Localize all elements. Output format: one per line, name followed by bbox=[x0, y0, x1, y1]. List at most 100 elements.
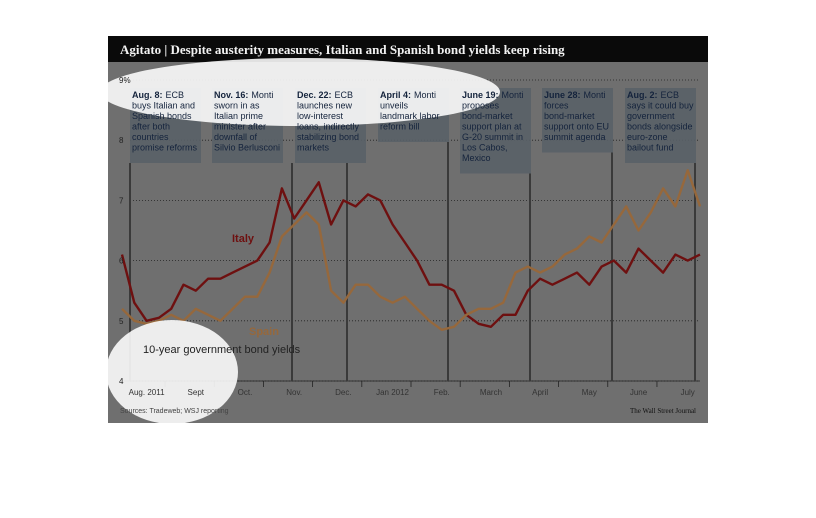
annotation-text: markets bbox=[297, 143, 330, 153]
annotation-line: loans, indirectly bbox=[297, 122, 360, 132]
annotation-text: minister after bbox=[214, 122, 266, 132]
annotation-line: low-interest bbox=[297, 111, 344, 121]
annotation-line: unveils bbox=[380, 101, 409, 111]
annotation-line: Mexico bbox=[462, 153, 491, 163]
annotation-line: G-20 summit in bbox=[462, 132, 523, 142]
x-tick-label: Aug. 2011 bbox=[129, 388, 165, 397]
annotation-text: downfall of bbox=[214, 132, 258, 142]
annotation-text: landmark labor bbox=[380, 111, 440, 121]
annotation-text: June 19: Monti bbox=[462, 90, 524, 100]
chart-title: Agitato | Despite austerity measures, It… bbox=[120, 42, 565, 57]
white-overlay bbox=[100, 58, 500, 126]
annotation-line: ECB bbox=[166, 90, 185, 100]
annotation-line: after both bbox=[132, 122, 170, 132]
annotation-line: Spanish bonds bbox=[132, 111, 192, 121]
title-bar bbox=[108, 36, 708, 62]
annotation-line: bond-market bbox=[544, 111, 595, 121]
annotation-line: bailout fund bbox=[627, 143, 674, 153]
annotation-text: says it could buy bbox=[627, 101, 694, 111]
annotation-line: Monti bbox=[251, 90, 273, 100]
annotation-text: after both bbox=[132, 122, 170, 132]
y-tick-label: 6 bbox=[119, 257, 124, 266]
annotation-line: stabilizing bond bbox=[297, 132, 359, 142]
x-tick-label: Nov. bbox=[286, 388, 302, 397]
annotation-text: June 28: Monti bbox=[544, 90, 606, 100]
annotation-text: Los Cabos, bbox=[462, 143, 508, 153]
annotation-text: support plan at bbox=[462, 122, 522, 132]
annotation-line: Monti bbox=[502, 90, 524, 100]
annotation-line: says it could buy bbox=[627, 101, 694, 111]
source: Sources: Tradeweb; WSJ reporting bbox=[120, 408, 229, 415]
x-tick-label: March bbox=[480, 388, 502, 397]
y-axis-label: 10-year government bond yields bbox=[143, 344, 301, 356]
series-label: Spain bbox=[249, 326, 279, 338]
annotation-text: proposes bbox=[462, 101, 500, 111]
annotation-date: Nov. 16: bbox=[214, 90, 248, 100]
annotation-box bbox=[542, 88, 613, 153]
annotation-line: sworn in as bbox=[214, 101, 260, 111]
annotation-line: support plan at bbox=[462, 122, 522, 132]
annotation-text: euro-zone bbox=[627, 132, 668, 142]
annotation-text: April 4: Monti bbox=[380, 90, 436, 100]
annotation-text: summit agenda bbox=[544, 132, 606, 142]
annotation-text: bonds alongside bbox=[627, 122, 693, 132]
y-tick-label: 9% bbox=[119, 76, 131, 85]
y-tick-label: 8 bbox=[119, 136, 124, 145]
annotation-box bbox=[625, 88, 696, 163]
credit: The Wall Street Journal bbox=[630, 407, 696, 415]
x-tick-label: Oct. bbox=[238, 388, 253, 397]
annotation-line: euro-zone bbox=[627, 132, 668, 142]
annotation-line: support onto EU bbox=[544, 122, 609, 132]
annotation-text: G-20 summit in bbox=[462, 132, 523, 142]
annotation-text: Spanish bonds bbox=[132, 111, 192, 121]
y-tick-label: 5 bbox=[119, 317, 124, 326]
annotation-text: countries bbox=[132, 132, 169, 142]
annotation-text: launches new bbox=[297, 101, 353, 111]
annotation-text: Nov. 16: Monti bbox=[214, 90, 273, 100]
x-tick-label: Sept bbox=[188, 388, 205, 397]
annotation-text: government bbox=[627, 111, 675, 121]
x-tick-label: April bbox=[532, 388, 548, 397]
annotation-text: Mexico bbox=[462, 153, 491, 163]
annotation-line: ECB bbox=[335, 90, 354, 100]
annotation-text: Silvio Berlusconi bbox=[214, 143, 280, 153]
x-tick-label: Jan 2012 bbox=[376, 388, 409, 397]
annotation-line: minister after bbox=[214, 122, 266, 132]
annotation-date: June 28: bbox=[544, 90, 581, 100]
annotation-line: downfall of bbox=[214, 132, 258, 142]
annotation-text: Aug. 8: ECB bbox=[132, 90, 184, 100]
series-line bbox=[120, 181, 701, 328]
annotation-line: promise reforms bbox=[132, 143, 198, 153]
annotation-date: Dec. 22: bbox=[297, 90, 332, 100]
annotation-line: markets bbox=[297, 143, 330, 153]
y-tick-label: 7 bbox=[119, 196, 124, 205]
annotation-text: stabilizing bond bbox=[297, 132, 359, 142]
annotation-line: bond-market bbox=[462, 111, 513, 121]
annotation-text: bailout fund bbox=[627, 143, 674, 153]
annotation-line: bonds alongside bbox=[627, 122, 693, 132]
x-tick-label: May bbox=[582, 388, 597, 397]
annotation-text: sworn in as bbox=[214, 101, 260, 111]
annotation-text: Dec. 22: ECB bbox=[297, 90, 353, 100]
annotation-text: forces bbox=[544, 101, 569, 111]
annotation-text: low-interest bbox=[297, 111, 344, 121]
annotation-text: Italian prime bbox=[214, 111, 263, 121]
annotation-line: countries bbox=[132, 132, 169, 142]
annotation-date: June 19: bbox=[462, 90, 499, 100]
annotation-line: Silvio Berlusconi bbox=[214, 143, 280, 153]
y-tick-label: 4 bbox=[119, 377, 124, 386]
overlay-text: 4 5 6 7 8 9% Aug. 2011 Sept Oct. Nov. Dec. Jan 2012… bbox=[119, 76, 696, 415]
annotation-text: bond-market bbox=[462, 111, 513, 121]
annotation-text: promise reforms bbox=[132, 143, 198, 153]
annotation-line: buys Italian and bbox=[132, 101, 195, 111]
annotation-line: summit agenda bbox=[544, 132, 606, 142]
annotation-line: reform bill bbox=[380, 122, 420, 132]
annotation-text: support onto EU bbox=[544, 122, 609, 132]
x-tick-label: July bbox=[681, 388, 695, 397]
x-tick-label: Feb. bbox=[434, 388, 450, 397]
annotation-date: April 4: bbox=[380, 90, 411, 100]
annotation-text: loans, indirectly bbox=[297, 122, 360, 132]
annotation-text: buys Italian and bbox=[132, 101, 195, 111]
